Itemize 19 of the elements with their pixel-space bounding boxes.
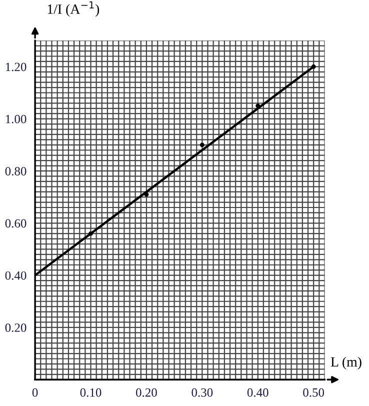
x-tick-label: 0.20: [136, 388, 157, 397]
y-tick-label: 1.20: [6, 62, 26, 72]
y-tick-label: 0.80: [5, 167, 26, 176]
point: [311, 64, 316, 69]
y-tick-label: 0.60: [5, 219, 26, 228]
point: [256, 104, 260, 108]
x-tick-label: 0.30: [192, 388, 213, 397]
x-tick-label: 0.50: [303, 388, 324, 397]
x-tick-label: 0.10: [80, 388, 102, 397]
y-tick-label: 0.40: [5, 271, 26, 280]
point: [88, 231, 94, 236]
point: [144, 192, 149, 197]
point: [200, 142, 204, 148]
y-tick-label: 0.20: [5, 323, 26, 332]
y-axis-title: 1/I (A$^{−1}$): [48, 1, 100, 17]
y-tick-label: 1.00: [6, 114, 26, 124]
x-axis-title: L (m): [330, 356, 362, 370]
x-tick-label: 0.40: [247, 388, 268, 397]
x-tick-label: 0: [32, 388, 38, 397]
